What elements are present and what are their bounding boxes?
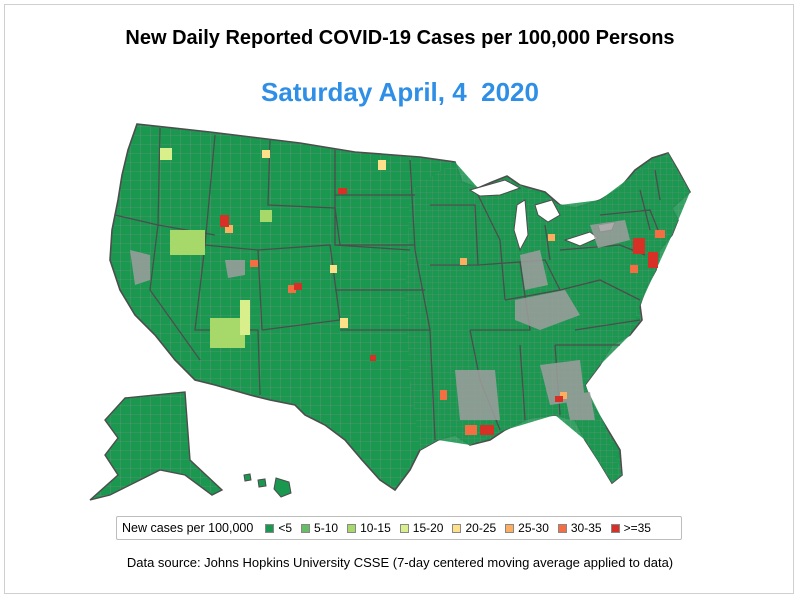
county-35-plus [338,188,347,194]
county-35-plus [648,252,658,268]
county-25-30 [560,392,567,399]
legend-swatch [347,523,357,533]
legend-swatch [399,523,409,533]
legend-item: 20-25 [452,521,496,535]
legend-swatch [452,523,462,533]
county-20-25 [340,318,348,328]
legend-swatch [557,523,567,533]
legend-swatch [265,523,275,533]
legend-label: 15-20 [412,521,444,535]
legend-title: New cases per 100,000 [122,521,254,535]
legend-item: 10-15 [347,521,391,535]
legend-label: 10-15 [360,521,391,535]
county-10-15 [210,318,245,348]
legend-swatch [301,523,311,533]
county-15-20 [240,300,250,335]
county-15-20 [160,148,172,160]
county-30-35 [465,425,477,435]
county-35-plus [555,396,563,402]
county-30-35 [655,230,665,238]
county-35-plus [480,425,494,435]
elevated-counties [160,148,665,435]
county-35-plus [294,283,302,290]
legend-item: 15-20 [399,521,444,535]
county-20-25 [378,160,386,170]
legend-label: 20-25 [465,521,497,535]
county-10-15 [170,230,205,255]
data-source-note: Data source: Johns Hopkins University CS… [126,555,674,570]
alaska-shape [89,391,224,501]
county-35-plus [370,355,376,361]
legend-item: >=35 [610,521,651,535]
county-20-25 [330,265,337,273]
county-35-plus [633,238,645,254]
county-30-35 [250,260,258,267]
legend-label: <5 [278,521,293,535]
legend-swatch [610,523,620,533]
no-data-counties [130,220,630,420]
county-35-plus [220,215,229,227]
county-20-25 [262,150,270,158]
county-25-30 [548,234,555,241]
legend-label: 5-10 [314,521,339,535]
map-title: New Daily Reported COVID-19 Cases per 10… [125,27,675,49]
legend-item: 5-10 [301,521,338,535]
legend-item: 25-30 [505,521,549,535]
county-30-35 [440,390,447,400]
legend: New cases per 100,000 <5 5-10 10-15 15-2… [116,516,682,540]
county-30-35 [288,285,296,293]
legend-label: 30-35 [570,521,602,535]
legend-item: <5 [265,521,292,535]
legend-item: 30-35 [557,521,602,535]
date-label: Saturday April, 4 2020 [261,77,539,107]
county-25-30 [460,258,467,265]
hawaii-shape [243,473,292,498]
legend-swatch [505,523,515,533]
county-30-35 [630,265,638,273]
legend-label: 25-30 [518,521,549,535]
legend-label: >=35 [623,521,651,535]
county-10-15 [260,210,272,222]
county-25-30 [225,225,233,233]
